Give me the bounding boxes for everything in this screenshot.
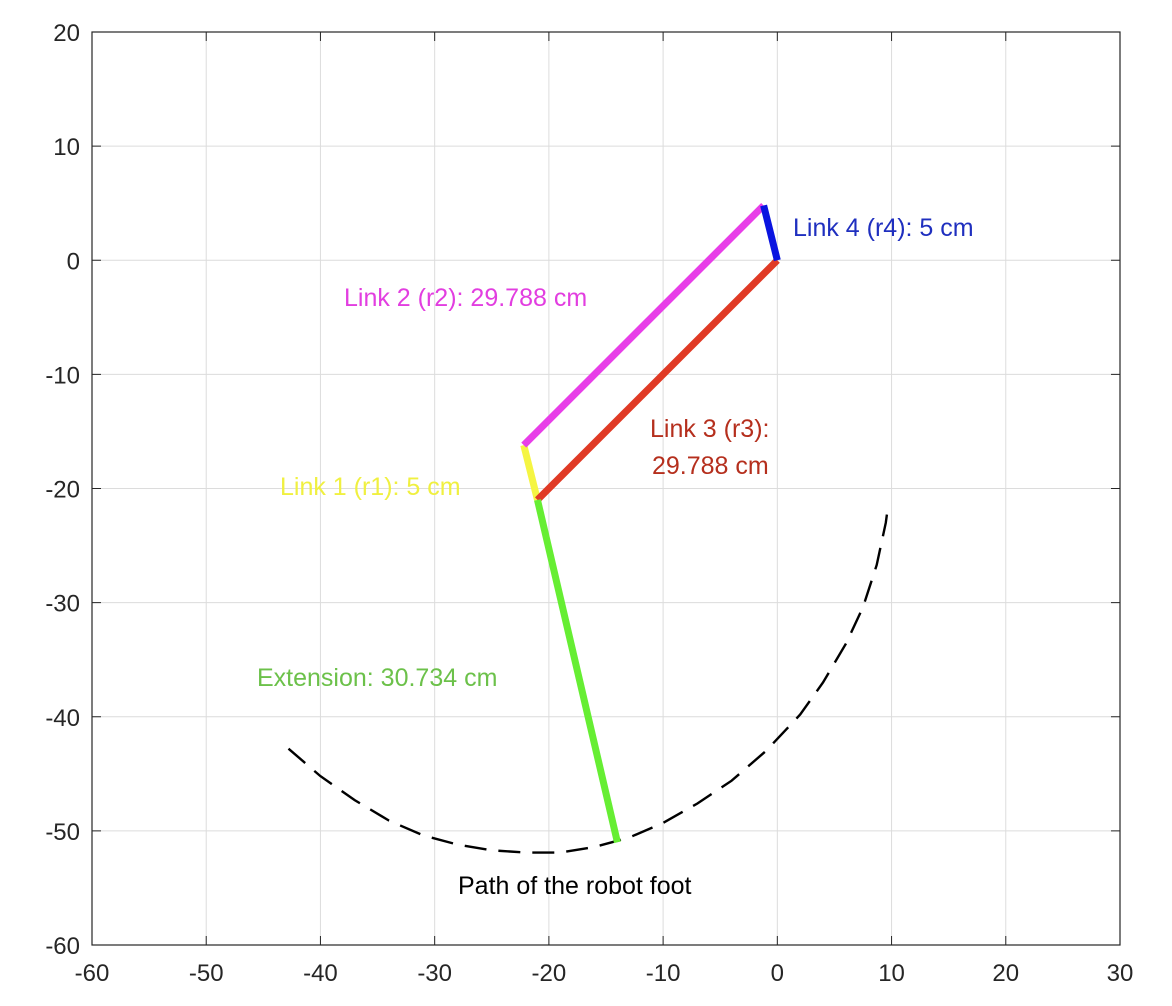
y-tick-label: -30 xyxy=(45,591,80,618)
y-tick-label: -60 xyxy=(45,933,80,960)
axis-ticks xyxy=(91,31,1121,946)
x-tick-label: 0 xyxy=(771,960,784,987)
y-tick-label: -10 xyxy=(45,362,80,389)
x-tick-label: -10 xyxy=(646,960,681,987)
x-tick-label: -40 xyxy=(303,960,338,987)
y-tick-label: -50 xyxy=(45,819,80,846)
y-tick-label: -40 xyxy=(45,705,80,732)
x-tick-label: -20 xyxy=(532,960,567,987)
x-tick-label: 30 xyxy=(1107,960,1134,987)
link-r1 xyxy=(520,444,541,501)
foot-path-series xyxy=(287,505,890,854)
link-r3 xyxy=(534,257,780,503)
foot-path-line xyxy=(287,505,890,854)
x-tick-label: -30 xyxy=(417,960,452,987)
link-r2 xyxy=(521,202,767,448)
annotations: Link 4 (r4): 5 cm Link 2 (r2): 29.788 cm… xyxy=(257,214,974,900)
link-extension xyxy=(534,499,621,844)
annotation-foot-path: Path of the robot foot xyxy=(458,872,692,900)
annotation-link3-line1: Link 3 (r3): xyxy=(650,415,769,443)
annotation-extension: Extension: 30.734 cm xyxy=(257,664,497,692)
annotation-link1: Link 1 (r1): 5 cm xyxy=(280,473,461,501)
annotation-link4: Link 4 (r4): 5 cm xyxy=(793,214,974,242)
x-tick-label: -50 xyxy=(189,960,224,987)
annotation-link2: Link 2 (r2): 29.788 cm xyxy=(344,284,587,312)
x-tick-label: 20 xyxy=(992,960,1019,987)
link-r4 xyxy=(760,204,781,262)
y-tick-label: 20 xyxy=(53,20,80,47)
y-tick-label: 10 xyxy=(53,134,80,161)
link-segments xyxy=(520,202,781,844)
y-tick-label: 0 xyxy=(67,248,80,275)
annotation-link3-line2: 29.788 cm xyxy=(652,452,769,480)
x-tick-label: -60 xyxy=(75,960,110,987)
y-tick-label: -20 xyxy=(45,477,80,504)
x-tick-labels: -60 -50 -40 -30 -20 -10 0 10 20 30 xyxy=(75,960,1134,987)
x-tick-label: 10 xyxy=(878,960,905,987)
y-tick-labels: 20 10 0 -10 -20 -30 -40 -50 -60 xyxy=(45,20,80,960)
